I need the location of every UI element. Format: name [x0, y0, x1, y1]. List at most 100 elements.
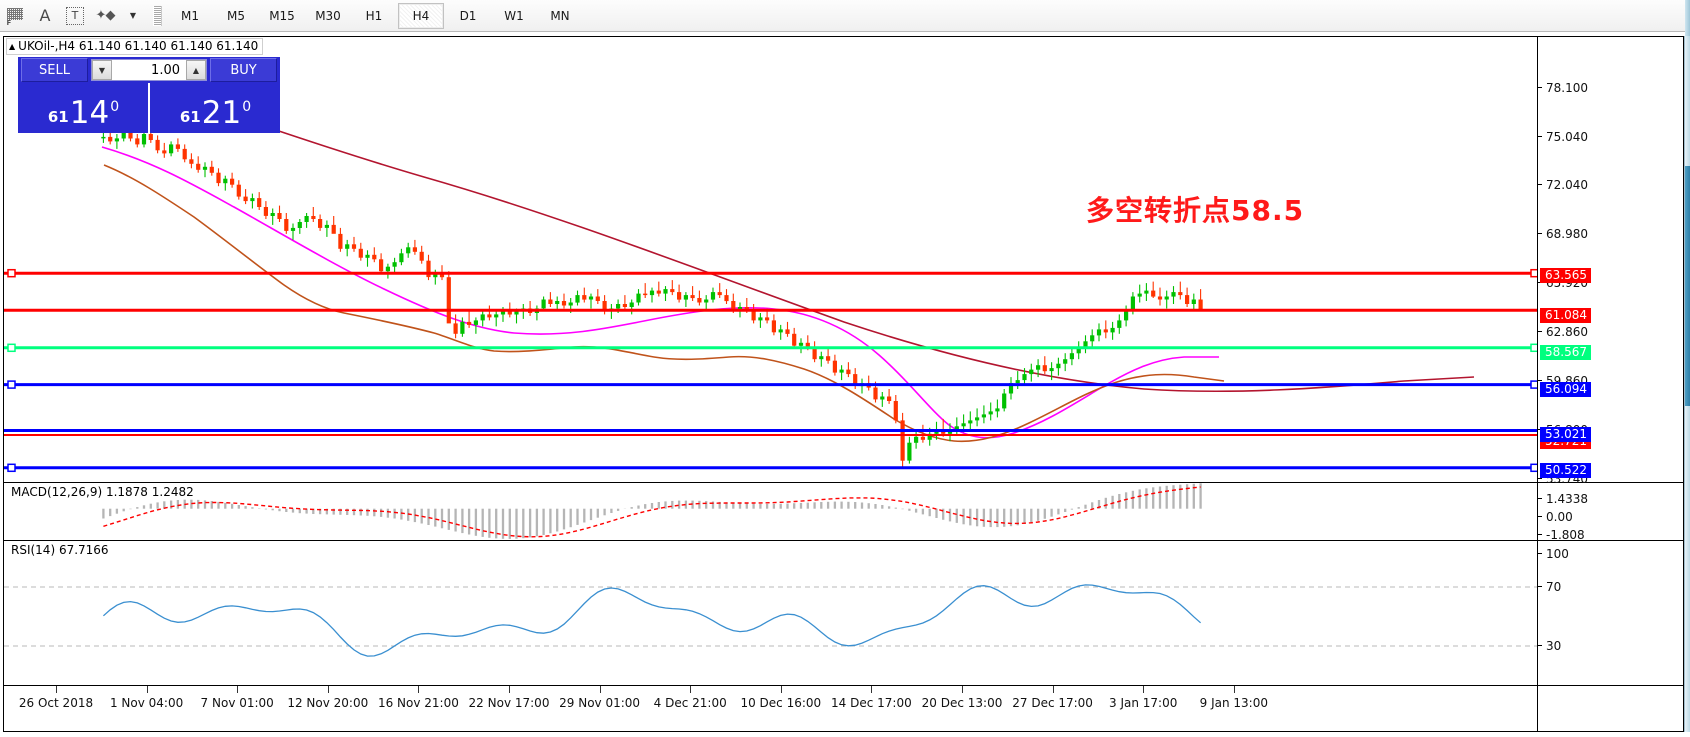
time-axis-labels[interactable]: 26 Oct 2018 1 Nov 04:00 7 Nov 01:00 12 Nov …	[4, 686, 1537, 731]
rsi-tick: 30	[1538, 639, 1684, 653]
timeframe-h1[interactable]: H1	[365, 8, 383, 23]
rsi-plot-area[interactable]	[4, 541, 1537, 685]
time-axis-label: 10 Dec 16:00	[740, 696, 822, 710]
price-tick: 72.040	[1538, 178, 1684, 192]
time-axis-label: 9 Jan 13:00	[1199, 696, 1268, 710]
rsi-pane: RSI(14) 67.7166 100 70 30	[4, 541, 1683, 686]
buy-button[interactable]: BUY	[210, 58, 277, 82]
price-tick: 62.860	[1538, 325, 1684, 339]
rsi-label: RSI(14) 67.7166	[9, 543, 111, 557]
rsi-svg	[4, 584, 1537, 657]
toolbar-divider	[153, 5, 162, 26]
macd-plot-area[interactable]	[4, 483, 1537, 540]
time-tick-mark	[327, 686, 329, 693]
time-tick-mark	[599, 686, 601, 693]
macd-svg	[102, 483, 1202, 539]
time-tick-mark	[780, 686, 782, 693]
timeframe-m5[interactable]: M5	[227, 8, 245, 23]
buy-price-fraction: 0	[242, 99, 252, 115]
scrollbar-cap	[1685, 0, 1690, 36]
buy-price-display[interactable]: 61 21 0	[148, 83, 280, 133]
time-tick-mark	[146, 686, 148, 693]
price-svg	[4, 60, 1537, 473]
time-axis-label: 29 Nov 01:00	[559, 696, 641, 710]
expand-triangle-icon[interactable]: ▲	[9, 42, 16, 51]
price-tick: 78.100	[1538, 81, 1684, 95]
price-tick: 75.040	[1538, 130, 1684, 144]
price-scale[interactable]: 78.100 75.040 72.040 68.980 65.920 62.86…	[1537, 37, 1684, 486]
volume-stepper[interactable]: ▼ 1.00 ▲	[91, 59, 207, 81]
chart-annotation-text: 多空转折点58.5	[1086, 194, 1305, 227]
time-axis-label: 26 Oct 2018	[18, 696, 94, 710]
vertical-scrollbar[interactable]	[1684, 36, 1690, 732]
time-axis-label: 4 Dec 21:00	[653, 696, 727, 710]
time-axis-label: 1 Nov 04:00	[109, 696, 184, 710]
buy-price-prefix: 61	[179, 108, 201, 126]
sell-button[interactable]: SELL	[21, 58, 88, 82]
timeframe-m30[interactable]: M30	[315, 8, 341, 23]
scrollbar-thumb[interactable]	[1685, 166, 1690, 406]
time-tick-mark	[237, 686, 239, 693]
time-tick-mark	[418, 686, 420, 693]
time-axis-label: 22 Nov 17:00	[468, 696, 550, 710]
time-axis-pane: 26 Oct 2018 1 Nov 04:00 7 Nov 01:00 12 Nov …	[4, 686, 1683, 731]
volume-decrease-button[interactable]: ▼	[92, 60, 112, 80]
rsi-series	[102, 584, 1202, 657]
time-tick-mark	[690, 686, 692, 693]
trade-panel-prices: 61 14 0 61 21 0	[18, 83, 280, 133]
level-label-56094[interactable]: 56.094	[1540, 382, 1591, 397]
timeframe-h4[interactable]: H4	[398, 2, 444, 29]
time-tick-mark	[1143, 686, 1145, 693]
crosshair-grid-icon[interactable]	[0, 3, 30, 29]
timeframe-w1[interactable]: W1	[504, 8, 524, 23]
chart-toolbar: A T ✦◆ ▼ M1 M5 M15 M30 H1 H4 D1 W1 MN	[0, 0, 1690, 32]
timeframe-d1[interactable]: D1	[459, 8, 477, 23]
rsi-tick: 70	[1538, 580, 1684, 594]
price-tick: 68.980	[1538, 227, 1684, 241]
sell-price-display[interactable]: 61 14 0	[18, 83, 148, 133]
text-label-icon[interactable]: A	[39, 6, 51, 25]
level-label-58567[interactable]: 58.567	[1540, 345, 1591, 360]
text-box-icon[interactable]: T	[60, 3, 90, 29]
volume-increase-button[interactable]: ▲	[186, 60, 206, 80]
time-tick-mark	[962, 686, 963, 693]
shapes-icon[interactable]: ✦◆	[95, 8, 116, 23]
macd-pane: MACD(12,26,9) 1.1878 1.2482 1.4338 0.00 …	[4, 483, 1684, 542]
timeframe-mn[interactable]: MN	[550, 8, 570, 23]
level-label-50522[interactable]: 50.522	[1540, 463, 1591, 478]
macd-tick: 1.4338	[1538, 492, 1684, 506]
macd-scale[interactable]: 1.4338 0.00 -1.808	[1537, 483, 1684, 542]
sell-price-prefix: 61	[47, 108, 69, 126]
chevron-down-icon[interactable]: ▼	[129, 11, 137, 20]
macd-histogram	[102, 483, 1202, 539]
price-plot-area[interactable]	[4, 37, 1537, 482]
horizontal-level-lines	[4, 268, 1537, 473]
buy-price-main: 21	[201, 95, 242, 131]
symbol-ohlc-label: ▲ UKOil-,H4 61.140 61.140 61.140 61.140	[6, 38, 264, 55]
time-tick-mark	[509, 686, 510, 693]
level-label-53021[interactable]: 53.021	[1540, 427, 1591, 442]
one-click-trading-panel[interactable]: SELL ▼ 1.00 ▲ BUY 61 14 0 61 21 0	[18, 57, 280, 133]
volume-input[interactable]: 1.00	[151, 62, 180, 78]
ma-slow-line	[63, 60, 1475, 393]
candlestick-series	[101, 128, 1203, 467]
time-axis-label: 20 Dec 13:00	[921, 696, 1003, 710]
timeframe-m1[interactable]: M1	[181, 8, 199, 23]
time-axis-label: 14 Dec 17:00	[831, 696, 912, 710]
time-axis-label: 12 Nov 20:00	[287, 696, 369, 710]
time-tick-mark	[56, 686, 57, 693]
price-pane: 78.100 75.040 72.040 68.980 65.920 62.86…	[4, 37, 1684, 486]
ma-fast-line	[103, 164, 1225, 443]
level-label-61084[interactable]: 61.084	[1540, 308, 1591, 323]
time-tick-mark	[1233, 686, 1235, 693]
timeframe-m15[interactable]: M15	[269, 8, 295, 23]
time-tick-mark	[1052, 686, 1054, 693]
macd-signal-line	[103, 486, 1201, 538]
level-label-63565[interactable]: 63.565	[1540, 268, 1591, 283]
macd-tick: -1.808	[1538, 528, 1684, 542]
rsi-scale[interactable]: 100 70 30	[1537, 541, 1683, 685]
time-axis-label: 7 Nov 01:00	[200, 696, 274, 710]
chart-frame: ▲ UKOil-,H4 61.140 61.140 61.140 61.140	[3, 36, 1684, 732]
time-axis-label: 3 Jan 17:00	[1109, 696, 1178, 710]
